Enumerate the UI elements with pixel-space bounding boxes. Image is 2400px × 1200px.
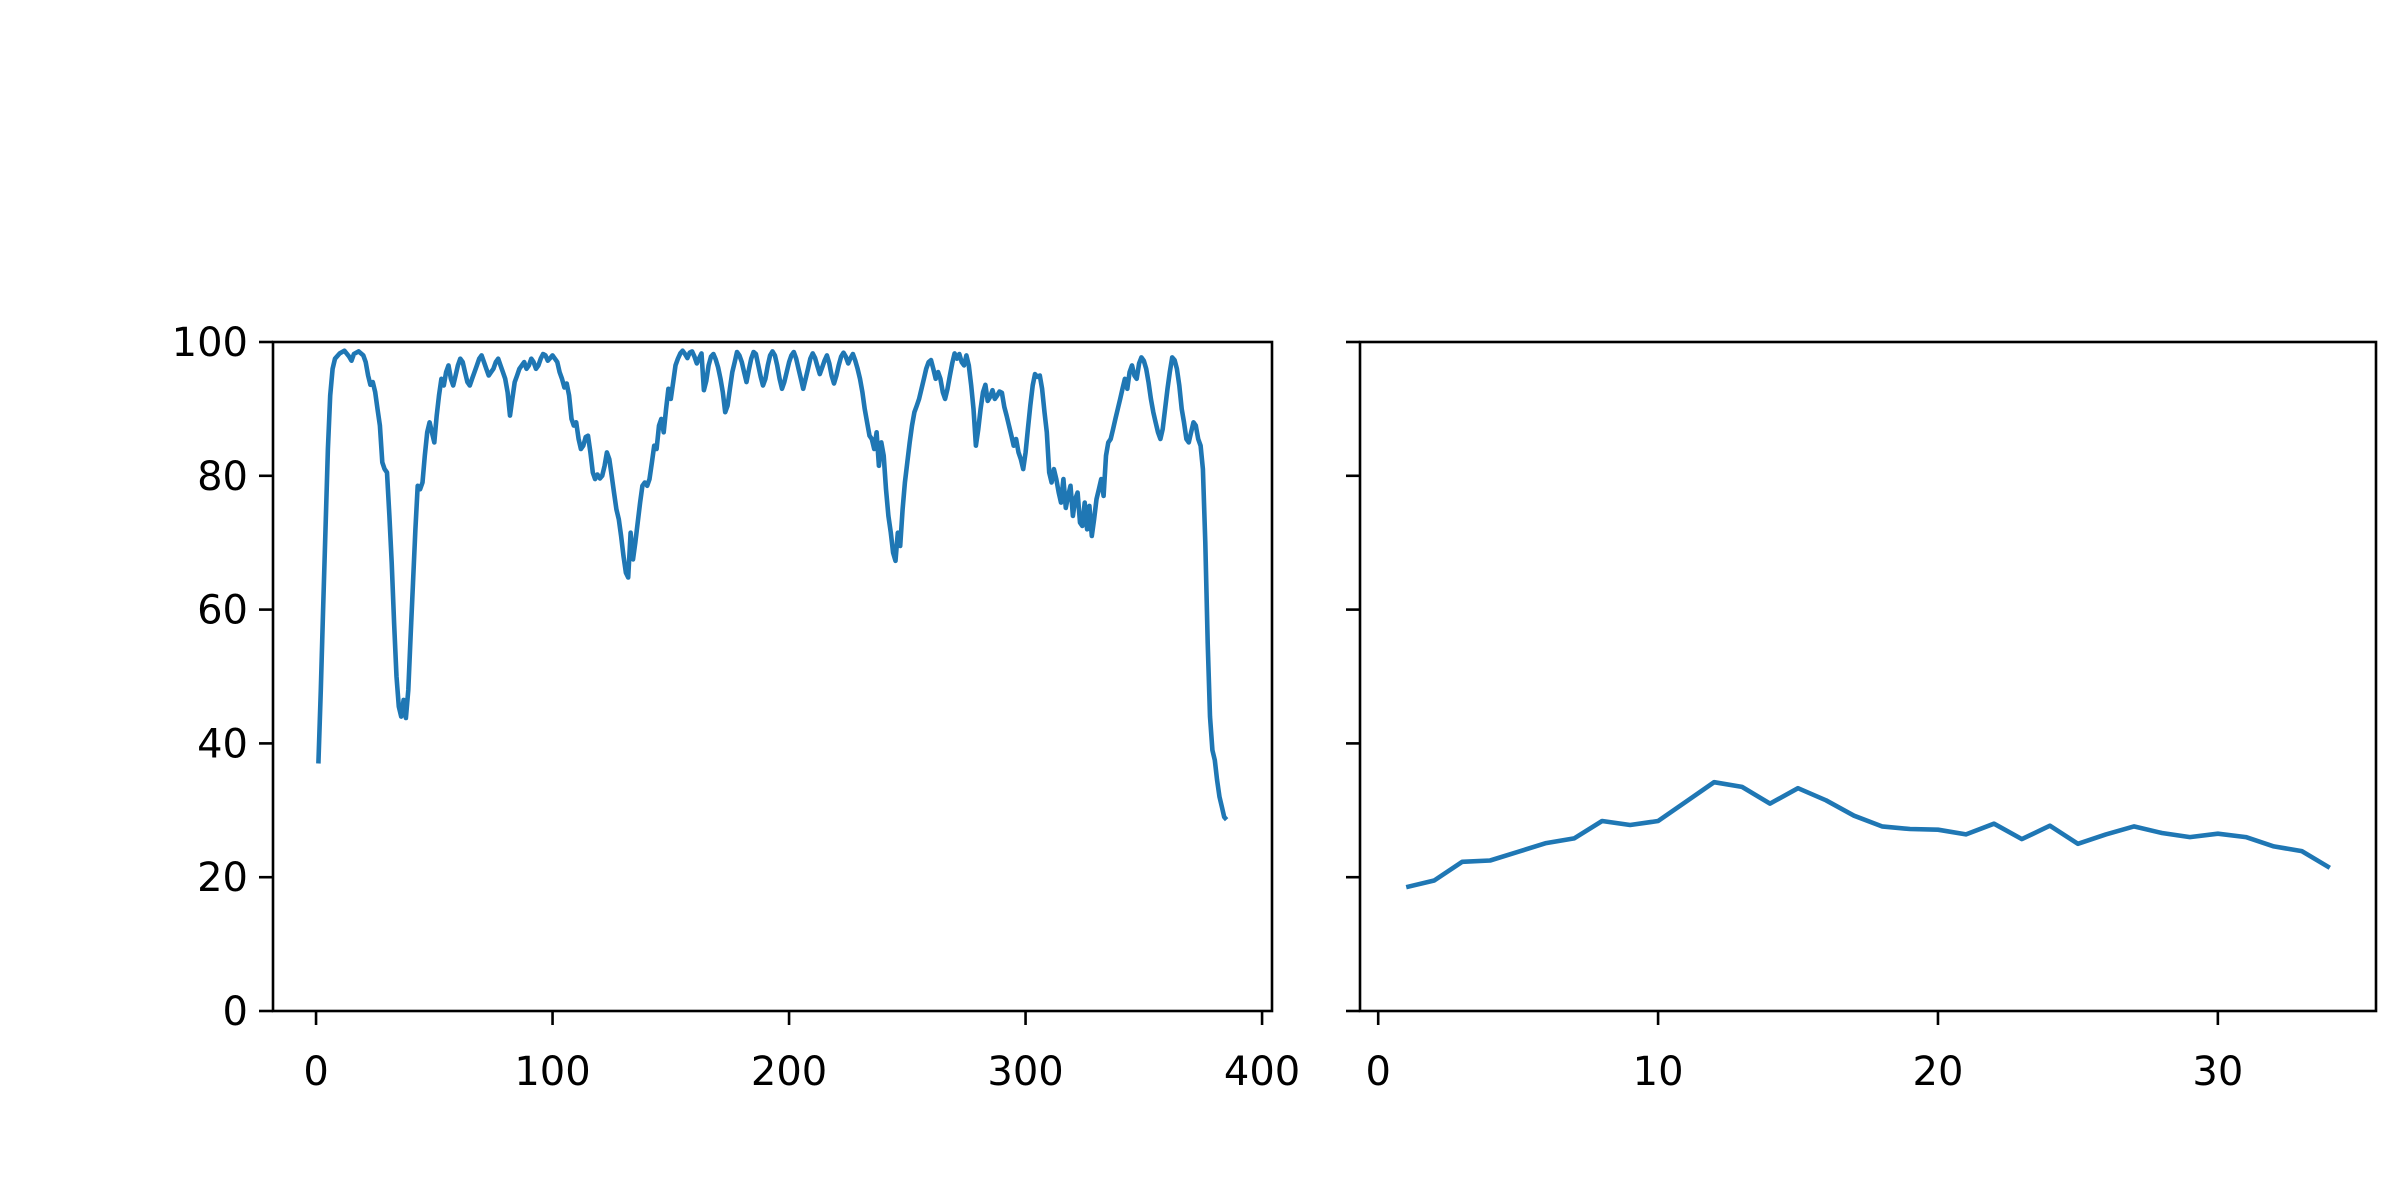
chain-a-x-tick-label: 300 xyxy=(987,1049,1063,1095)
chain-a-y-tick-label: 100 xyxy=(172,320,248,366)
chain-b-axes-spines xyxy=(1358,340,2378,1013)
chain-a-y-tick-label: 80 xyxy=(197,454,248,500)
chain-b-plddt-line xyxy=(1405,779,2331,890)
chain-a-y-tick-label: 0 xyxy=(223,989,248,1035)
chain-a-plddt-line xyxy=(316,348,1229,822)
chain-a-x-tick-label: 100 xyxy=(514,1049,590,1095)
chain-b-x-tick-label: 20 xyxy=(1913,1049,1964,1095)
chain-a-y-tick-label: 20 xyxy=(197,855,248,901)
chain-a-y-tick-label: 60 xyxy=(197,588,248,634)
chain-a-x-tick-label: 0 xyxy=(303,1049,328,1095)
chain-a-y-tick-label: 40 xyxy=(197,721,248,767)
chain-a-x-tick-label: 200 xyxy=(751,1049,827,1095)
chain-b-x-tick-label: 0 xyxy=(1365,1049,1390,1095)
chain-a-axes-spines xyxy=(271,340,1274,1013)
chain-a-x-tick-label: 400 xyxy=(1224,1049,1300,1095)
chain-b-x-tick-label: 10 xyxy=(1633,1049,1684,1095)
chain-b-x-tick-label: 30 xyxy=(2192,1049,2243,1095)
